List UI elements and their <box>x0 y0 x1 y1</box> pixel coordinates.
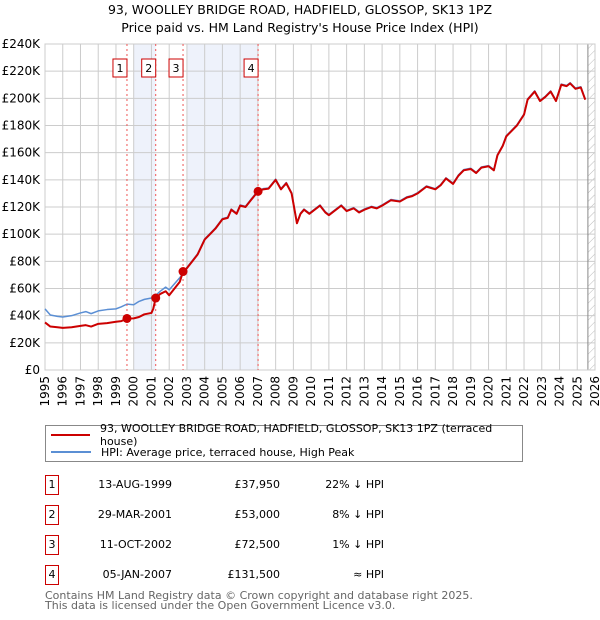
transaction-row: 1 13-AUG-1999 £37,950 22% ↓ HPI <box>45 475 445 495</box>
transaction-hpi-diff: ≈ HPI <box>353 568 384 581</box>
x-tick-label: 2010 <box>304 376 318 407</box>
y-tick-label: £240K <box>2 37 42 51</box>
transaction-number: 1 <box>45 475 59 495</box>
x-tick-label: 2011 <box>322 376 336 407</box>
transaction-price: £131,500 <box>227 568 281 581</box>
x-tick-label: 2012 <box>340 376 354 407</box>
y-tick-label: £120K <box>2 200 42 214</box>
legend-label: 93, WOOLLEY BRIDGE ROAD, HADFIELD, GLOSS… <box>99 422 493 448</box>
chart-subtitle: Price paid vs. HM Land Registry's House … <box>121 20 479 35</box>
y-tick-label: £40K <box>9 309 41 323</box>
x-tick-label: 2025 <box>570 376 584 407</box>
transaction-date: 29-MAR-2001 <box>97 508 172 521</box>
sale-label: 1 <box>116 62 123 75</box>
y-tick-label: £140K <box>2 173 42 187</box>
x-tick-label: 2018 <box>446 376 460 407</box>
y-tick-label: £160K <box>2 146 42 160</box>
sale-label: 2 <box>145 62 152 75</box>
transaction-number: 4 <box>45 565 59 585</box>
sale-label-box <box>168 58 184 78</box>
x-tick-label: 1996 <box>56 376 70 407</box>
transaction-price: £37,950 <box>234 478 281 491</box>
y-tick-label: £200K <box>2 91 42 105</box>
property-price-line <box>44 82 587 329</box>
legend-label: HPI: Average price, terraced house, High… <box>101 445 355 459</box>
footer-copyright: Contains HM Land Registry data © Crown c… <box>45 589 473 602</box>
x-tick-label: 1999 <box>109 376 123 407</box>
sale-label: 3 <box>173 62 180 75</box>
sale-point <box>151 293 161 303</box>
y-tick-label: £80K <box>9 254 41 268</box>
y-tick-label: £220K <box>2 64 42 78</box>
x-tick-label: 2021 <box>499 376 513 407</box>
x-tick-label: 2002 <box>162 376 176 407</box>
sale-label-box <box>243 58 259 78</box>
sale-label: 4 <box>248 62 255 75</box>
plot-frame <box>44 43 596 371</box>
x-tick-label: 1997 <box>73 376 87 407</box>
transaction-price: £53,000 <box>234 508 281 521</box>
x-tick-label: 2000 <box>127 376 141 407</box>
x-tick-label: 2017 <box>428 376 442 407</box>
transaction-row: 4 05-JAN-2007 £131,500 ≈ HPI <box>45 565 445 585</box>
legend-item-property: 93, WOOLLEY BRIDGE ROAD, HADFIELD, GLOSS… <box>51 422 522 448</box>
y-tick-label: £0 <box>25 363 40 377</box>
hpi-line <box>44 81 586 318</box>
x-tick-label: 2003 <box>180 376 194 407</box>
transaction-number: 3 <box>45 535 59 555</box>
transaction-price: £72,500 <box>234 538 281 551</box>
chart-title: 93, WOOLLEY BRIDGE ROAD, HADFIELD, GLOSS… <box>107 2 493 17</box>
x-tick-label: 2013 <box>357 376 371 407</box>
x-tick-label: 2026 <box>588 376 600 407</box>
transaction-row: 3 11-OCT-2002 £72,500 1% ↓ HPI <box>45 535 445 555</box>
price-chart: £0 £20K £40K £60K £80K £100K £120K £140K £160K £1… <box>2 37 600 407</box>
y-tick-label: £60K <box>9 282 41 296</box>
x-tick-label: 2022 <box>517 376 531 407</box>
transaction-hpi-diff: 1% ↓ HPI <box>332 538 384 551</box>
legend-item-hpi: HPI: Average price, terraced house, High… <box>51 444 354 460</box>
sale-point <box>253 186 263 196</box>
sale-label-box <box>112 58 128 78</box>
y-tick-label: £20K <box>9 336 41 350</box>
legend-swatch-hpi <box>51 451 91 453</box>
x-tick-label: 2005 <box>215 376 229 407</box>
transaction-date: 05-JAN-2007 <box>102 568 172 581</box>
x-tick-label: 2023 <box>535 376 549 407</box>
x-tick-label: 1995 <box>38 376 52 407</box>
x-tick-label: 2008 <box>269 376 283 407</box>
x-tick-label: 2020 <box>482 376 496 407</box>
x-tick-label: 1998 <box>91 376 105 407</box>
x-tick-label: 2014 <box>375 376 389 407</box>
footer-licence: This data is licensed under the Open Gov… <box>45 599 396 612</box>
transaction-row: 2 29-MAR-2001 £53,000 8% ↓ HPI <box>45 505 445 525</box>
transaction-date: 11-OCT-2002 <box>99 538 172 551</box>
x-tick-label: 2006 <box>233 376 247 407</box>
transaction-date: 13-AUG-1999 <box>98 478 172 491</box>
transaction-hpi-diff: 8% ↓ HPI <box>332 508 384 521</box>
x-tick-label: 2016 <box>411 376 425 407</box>
legend: 93, WOOLLEY BRIDGE ROAD, HADFIELD, GLOSS… <box>45 422 523 462</box>
sale-point <box>122 313 132 323</box>
x-tick-label: 2019 <box>464 376 478 407</box>
x-tick-label: 2015 <box>393 376 407 407</box>
x-tick-label: 2001 <box>144 376 158 407</box>
x-tick-label: 2004 <box>198 376 212 407</box>
sale-label-box <box>141 58 157 78</box>
sale-point <box>178 267 188 277</box>
x-tick-label: 2024 <box>553 376 567 407</box>
transaction-hpi-diff: 22% ↓ HPI <box>325 478 384 491</box>
x-tick-label: 2007 <box>251 376 265 407</box>
y-tick-label: £180K <box>2 119 42 133</box>
y-tick-label: £100K <box>2 227 42 241</box>
x-tick-label: 2009 <box>286 376 300 407</box>
legend-swatch-property <box>51 434 90 436</box>
transaction-number: 2 <box>45 505 59 525</box>
